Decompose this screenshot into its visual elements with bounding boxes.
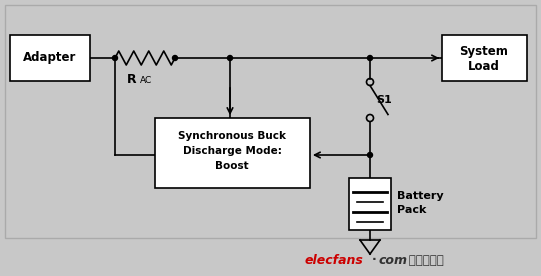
Bar bbox=[349, 178, 391, 230]
Circle shape bbox=[173, 55, 177, 60]
Text: Synchronous Buck: Synchronous Buck bbox=[178, 131, 286, 141]
Text: Adapter: Adapter bbox=[23, 52, 77, 65]
Text: S1: S1 bbox=[376, 95, 392, 105]
Bar bbox=[442, 35, 527, 81]
Circle shape bbox=[113, 55, 117, 60]
Text: Discharge Mode:: Discharge Mode: bbox=[182, 146, 281, 156]
Bar bbox=[5, 5, 536, 238]
Text: com: com bbox=[379, 253, 408, 267]
Text: Battery: Battery bbox=[397, 191, 444, 201]
Text: Boost: Boost bbox=[215, 161, 249, 171]
Text: AC: AC bbox=[140, 76, 152, 85]
Circle shape bbox=[367, 55, 373, 60]
Text: elecfans: elecfans bbox=[305, 253, 364, 267]
Text: System: System bbox=[459, 46, 509, 59]
Circle shape bbox=[228, 55, 233, 60]
Text: 电子发烧友: 电子发烧友 bbox=[405, 253, 444, 267]
Text: Load: Load bbox=[468, 60, 500, 73]
Bar bbox=[10, 35, 90, 81]
Text: Pack: Pack bbox=[397, 205, 426, 215]
Bar bbox=[155, 118, 310, 188]
Text: ·: · bbox=[372, 253, 377, 267]
Circle shape bbox=[367, 153, 373, 158]
Text: R: R bbox=[127, 73, 137, 86]
